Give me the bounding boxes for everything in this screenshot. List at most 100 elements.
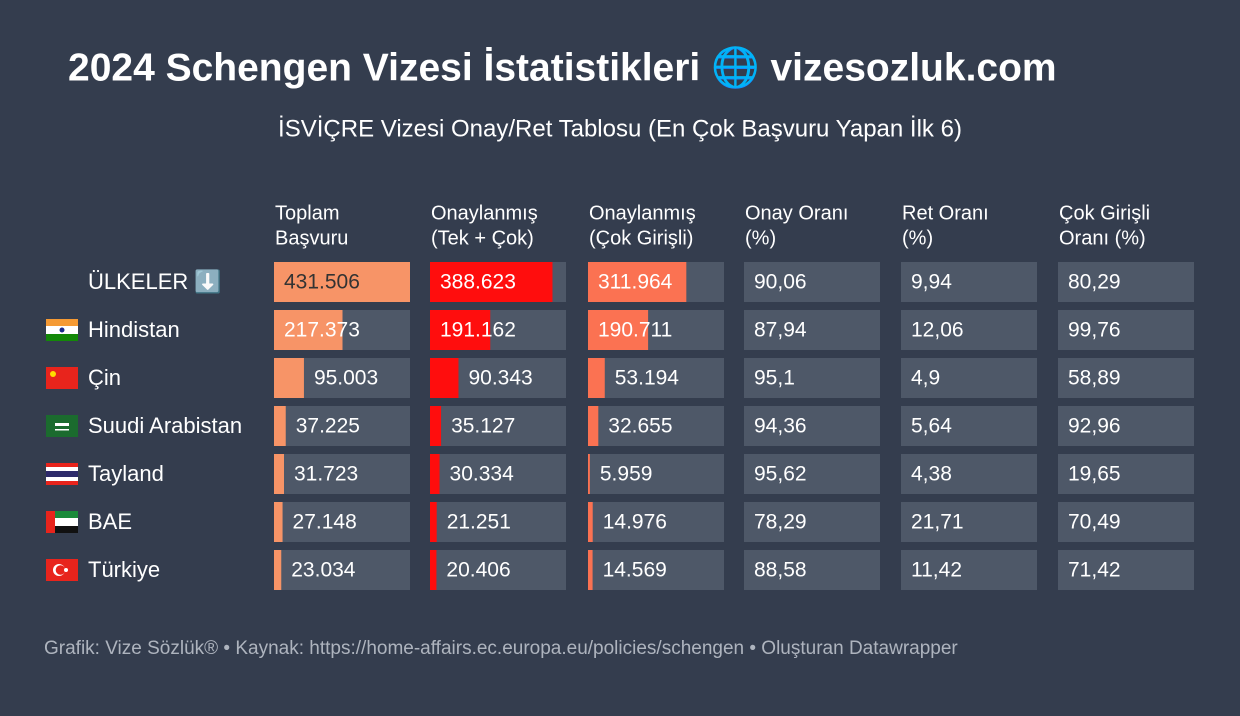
cell-value: 99,76 bbox=[1068, 319, 1121, 342]
footer: Grafik: Vize Sözlük® • Kaynak: https://h… bbox=[44, 638, 958, 659]
cell-value: 87,94 bbox=[754, 319, 807, 342]
bar bbox=[588, 262, 687, 302]
bar bbox=[430, 406, 442, 446]
bar bbox=[588, 310, 649, 350]
flag-emblem bbox=[55, 423, 69, 426]
cell-value: 388.623 bbox=[440, 271, 516, 294]
bar bbox=[588, 406, 599, 446]
flag-band bbox=[46, 334, 78, 341]
cell-value: 4,9 bbox=[911, 367, 940, 390]
flag bbox=[46, 415, 78, 437]
row-label: BAE bbox=[88, 509, 132, 534]
flag-star bbox=[50, 371, 56, 377]
cell-value: 217.373 bbox=[284, 319, 360, 342]
column-header: (Tek + Çok) bbox=[431, 227, 534, 249]
bar bbox=[430, 358, 459, 398]
bar bbox=[430, 502, 437, 542]
column-header: (Çok Girişli) bbox=[589, 227, 693, 249]
bar bbox=[274, 406, 286, 446]
flag bbox=[46, 463, 78, 485]
cell-value: 14.976 bbox=[603, 511, 667, 534]
cell-value: 23.034 bbox=[291, 559, 356, 582]
flag bbox=[46, 367, 78, 389]
cell-background bbox=[274, 550, 410, 590]
column-header: Oranı (%) bbox=[1059, 227, 1146, 249]
cell-background bbox=[274, 406, 410, 446]
flag-band bbox=[46, 319, 78, 326]
flag-band bbox=[54, 511, 78, 518]
cell-background bbox=[430, 454, 566, 494]
cell-background bbox=[744, 262, 880, 302]
cell-value: 190.711 bbox=[598, 319, 672, 342]
cell-background bbox=[901, 262, 1037, 302]
flag-crescent bbox=[55, 565, 66, 575]
cell-value: 90,06 bbox=[754, 271, 807, 294]
flag-wheel bbox=[59, 327, 65, 333]
bar bbox=[430, 454, 440, 494]
cell-background bbox=[1058, 262, 1194, 302]
flag bbox=[46, 559, 78, 581]
cell-background bbox=[744, 502, 880, 542]
subtitle: İSVİÇRE Vizesi Onay/Ret Tablosu (En Çok … bbox=[278, 115, 962, 142]
cell-value: 58,89 bbox=[1068, 367, 1121, 390]
cell-background bbox=[1058, 406, 1194, 446]
cell-background bbox=[901, 550, 1037, 590]
cell-background bbox=[430, 502, 566, 542]
bar bbox=[588, 550, 593, 590]
flag-star bbox=[64, 568, 68, 572]
cell-value: 21,71 bbox=[911, 511, 964, 534]
row-label: Hindistan bbox=[88, 317, 180, 342]
bar bbox=[274, 310, 343, 350]
cell-value: 90.343 bbox=[468, 367, 532, 390]
cell-value: 4,38 bbox=[911, 463, 952, 486]
cell-value: 37.225 bbox=[296, 415, 360, 438]
cell-background bbox=[901, 310, 1037, 350]
column-header: Onay Oranı bbox=[745, 202, 848, 224]
cell-value: 92,96 bbox=[1068, 415, 1121, 438]
cell-background bbox=[588, 358, 724, 398]
row-label: Çin bbox=[88, 365, 121, 390]
cell-value: 94,36 bbox=[754, 415, 807, 438]
cell-value: 70,49 bbox=[1068, 511, 1121, 534]
flag-band bbox=[46, 467, 78, 471]
cell-value: 21.251 bbox=[447, 511, 511, 534]
column-header: Onaylanmış bbox=[431, 202, 538, 224]
cell-background bbox=[588, 406, 724, 446]
cell-background bbox=[744, 310, 880, 350]
cell-value: 32.655 bbox=[608, 415, 672, 438]
flag-band bbox=[46, 511, 55, 533]
bar bbox=[430, 550, 437, 590]
cell-value: 12,06 bbox=[911, 319, 964, 342]
cell-background bbox=[588, 502, 724, 542]
flag-band bbox=[54, 518, 78, 526]
flag-band bbox=[46, 477, 78, 481]
cell-background bbox=[1058, 550, 1194, 590]
cell-background bbox=[430, 550, 566, 590]
cell-value: 11,42 bbox=[911, 559, 962, 582]
cell-value: 71,42 bbox=[1068, 559, 1121, 582]
flag bbox=[46, 511, 78, 533]
bar bbox=[274, 262, 410, 302]
flag bbox=[46, 319, 78, 341]
cell-value: 95,1 bbox=[754, 367, 795, 390]
cell-value: 20.406 bbox=[446, 559, 510, 582]
cell-value: 19,65 bbox=[1068, 463, 1121, 486]
bar bbox=[588, 358, 605, 398]
cell-background bbox=[1058, 454, 1194, 494]
cell-value: 14.569 bbox=[603, 559, 667, 582]
column-header: Ret Oranı bbox=[902, 202, 989, 224]
cell-value: 191.162 bbox=[440, 319, 516, 342]
cell-background bbox=[1058, 310, 1194, 350]
flag-emblem bbox=[55, 429, 69, 431]
title: 2024 Schengen Vizesi İstatistikleri 🌐 vi… bbox=[68, 44, 1057, 89]
cell-background bbox=[744, 358, 880, 398]
cell-value: 9,94 bbox=[911, 271, 952, 294]
row-label: ÜLKELER ⬇️ bbox=[88, 269, 222, 294]
column-header: (%) bbox=[745, 227, 776, 249]
cell-value: 5.959 bbox=[600, 463, 653, 486]
flag-band bbox=[46, 463, 78, 467]
cell-value: 95,62 bbox=[754, 463, 807, 486]
cell-value: 88,58 bbox=[754, 559, 807, 582]
row-label: Türkiye bbox=[88, 557, 160, 582]
